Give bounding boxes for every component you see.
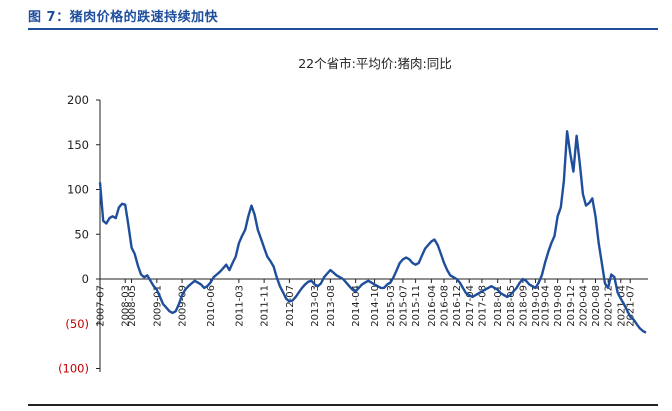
x-tick-label: 2021-07 bbox=[626, 285, 637, 327]
x-tick-label: 2013-03 bbox=[310, 285, 321, 327]
x-tick-label: 2020-04 bbox=[578, 285, 589, 327]
x-tick-label: 2016-08 bbox=[440, 285, 451, 327]
x-tick-label: 2019-08 bbox=[553, 285, 564, 327]
x-tick-label: 2019-04 bbox=[541, 285, 552, 327]
x-tick-label: 2011-03 bbox=[234, 285, 245, 327]
series-line bbox=[98, 130, 647, 334]
y-tick-label: (100) bbox=[58, 362, 89, 376]
x-tick-label: 2009-01 bbox=[152, 285, 163, 327]
x-tick-label: 2016-12 bbox=[452, 285, 463, 327]
x-tick-label: 2016-04 bbox=[427, 285, 438, 327]
y-tick-label: 200 bbox=[67, 93, 89, 107]
figure-header: 图 7：猪肉价格的跌速持续加快 bbox=[28, 6, 658, 28]
x-tick-label: 2018-01 bbox=[493, 285, 504, 327]
x-tick-label: 2018-09 bbox=[518, 285, 529, 327]
x-tick-label: 2011-11 bbox=[260, 285, 271, 327]
y-tick-label: (50) bbox=[65, 317, 89, 331]
x-tick-label: 2014-10 bbox=[370, 285, 381, 327]
footer-rule bbox=[28, 404, 658, 406]
x-tick-label: 2010-06 bbox=[206, 285, 217, 327]
x-tick-label: 2020-12 bbox=[604, 285, 615, 327]
x-tick-label: 2018-05 bbox=[506, 285, 517, 327]
x-tick-label: 2008-03 bbox=[121, 285, 132, 327]
y-tick-label: 100 bbox=[67, 183, 89, 197]
x-tick-label: 2021-04 bbox=[616, 285, 627, 327]
x-tick-label: 2009-09 bbox=[178, 285, 189, 327]
x-tick-label: 2015-07 bbox=[398, 285, 409, 327]
y-tick-label: 50 bbox=[74, 227, 89, 241]
x-tick-label: 2012-07 bbox=[285, 285, 296, 327]
x-tick-label: 2013-08 bbox=[326, 285, 337, 327]
x-tick-label: 2007-07 bbox=[96, 285, 107, 327]
figure-label: 图 7：猪肉价格的跌速持续加快 bbox=[28, 10, 219, 25]
y-ticks: 200 150 100 50 0 (50) (100) bbox=[58, 93, 100, 376]
x-tick-label: 2015-03 bbox=[386, 285, 397, 327]
chart-title: 22个省市:平均价:猪肉:同比 bbox=[298, 56, 452, 71]
x-tick-label: 2008-05 bbox=[127, 285, 138, 327]
x-tick-label: 2020-08 bbox=[591, 285, 602, 327]
x-tick-label: 2017-04 bbox=[465, 285, 476, 327]
x-tick-label: 2015-11 bbox=[411, 285, 422, 327]
x-tick-label: 2014-04 bbox=[351, 285, 362, 327]
y-tick-label: 0 bbox=[82, 272, 89, 286]
header-rule bbox=[28, 28, 658, 30]
x-tick-label: 2019-01 bbox=[531, 285, 542, 327]
x-tick-label: 2017-08 bbox=[477, 285, 488, 327]
x-tick-label: 2019-12 bbox=[566, 285, 577, 327]
y-tick-label: 150 bbox=[67, 138, 89, 152]
